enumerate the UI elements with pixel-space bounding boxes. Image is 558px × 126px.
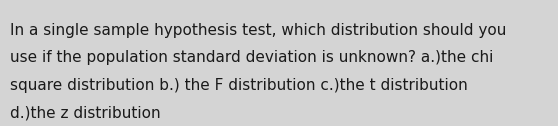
Text: In a single sample hypothesis test, which distribution should you: In a single sample hypothesis test, whic… [10,23,507,38]
Text: square distribution b.) the F distribution c.)the t distribution: square distribution b.) the F distributi… [10,78,468,93]
Text: use if the population standard deviation is unknown? a.)the chi: use if the population standard deviation… [10,50,493,65]
Text: d.)the z distribution: d.)the z distribution [10,106,161,121]
